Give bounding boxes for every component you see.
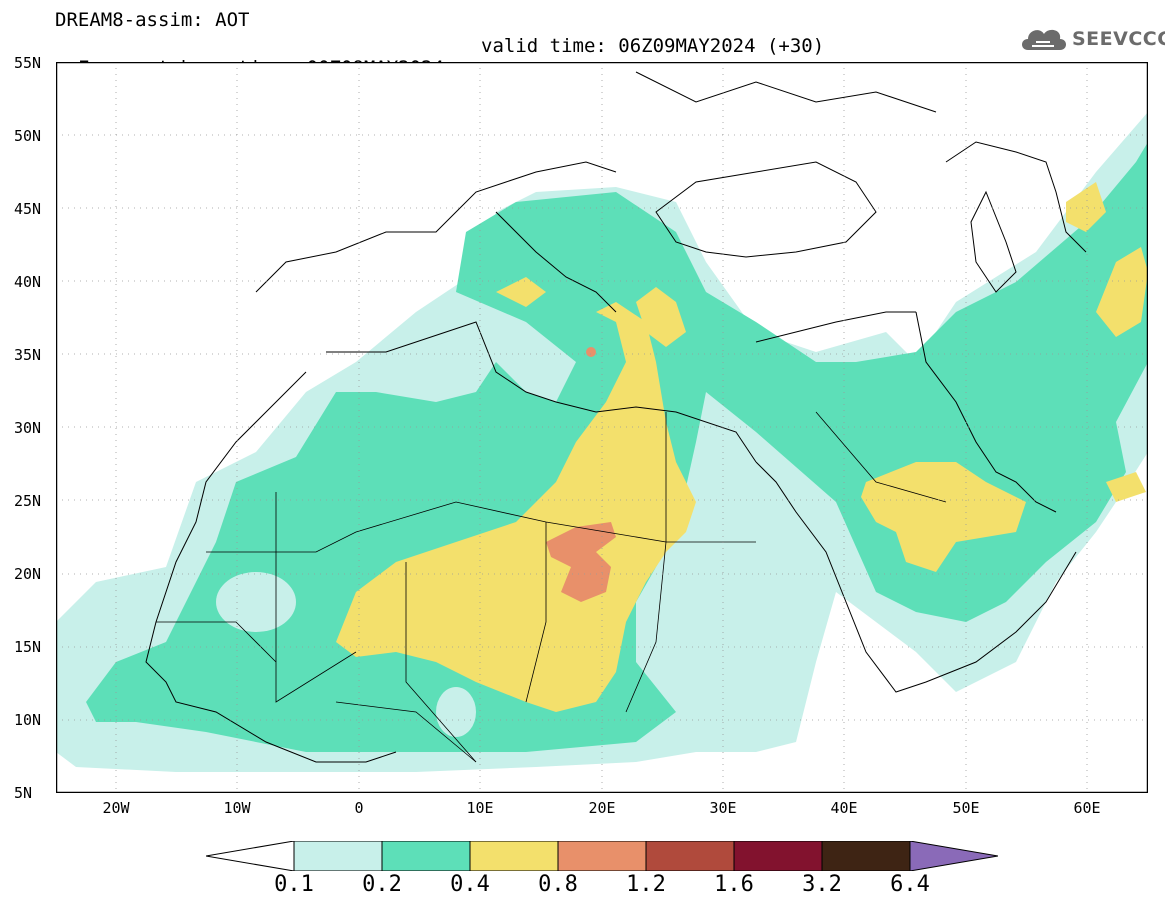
colorbar-bin (645, 841, 735, 871)
map-border (56, 62, 1148, 793)
colorbar-bin (381, 841, 471, 871)
colorbar-bin (821, 841, 911, 871)
cloud-icon (1022, 29, 1066, 50)
lon-label: 60E (1073, 799, 1101, 817)
lat-label: 30N (14, 419, 42, 437)
colorbar-label: 0.8 (538, 872, 578, 897)
colorbar-label: 0.4 (450, 872, 490, 897)
colorbar-bin (293, 841, 383, 871)
lat-label: 50N (14, 127, 42, 145)
lat-label: 15N (14, 638, 42, 656)
lon-label: 0 (354, 799, 364, 817)
graticule (56, 62, 1148, 793)
colorbar-bin-low (206, 841, 295, 871)
valid-time: valid time: 06Z09MAY2024 (+30) (481, 35, 825, 57)
colorbar-label: 0.2 (362, 872, 402, 897)
seevccc-logo: SEEVCCC (1018, 22, 1165, 58)
lon-label: 50E (952, 799, 980, 817)
chart-title: DREAM8-assim: AOT (55, 9, 250, 31)
logo-text: SEEVCCC (1072, 28, 1165, 50)
lon-label: 20W (102, 799, 130, 817)
borders (156, 411, 947, 763)
colorbar-bin (733, 841, 823, 871)
coastlines (145, 71, 1087, 763)
colorbar-label: 1.6 (714, 872, 754, 897)
colorbar (206, 841, 998, 871)
lat-label: 20N (14, 565, 42, 583)
colorbar-label: 0.1 (274, 872, 314, 897)
lat-label: 25N (14, 492, 42, 510)
lat-label: 40N (14, 273, 42, 291)
lon-label: 20E (588, 799, 616, 817)
colorbar-label: 3.2 (802, 872, 842, 897)
lon-label: 10W (223, 799, 251, 817)
colorbar-bin (469, 841, 559, 871)
lon-label: 40E (830, 799, 858, 817)
lon-label: 10E (466, 799, 494, 817)
aot-contour-0.8 (546, 347, 616, 602)
colorbar-bin-high (909, 841, 998, 871)
colorbar-bin (557, 841, 647, 871)
lon-label: 30E (709, 799, 737, 817)
colorbar-label: 6.4 (890, 872, 930, 897)
lat-label: 5N (14, 784, 33, 802)
lat-label: 55N (14, 54, 42, 72)
colorbar-label: 1.2 (626, 872, 666, 897)
lat-label: 45N (14, 200, 42, 218)
lat-label: 35N (14, 346, 42, 364)
lat-label: 10N (14, 711, 42, 729)
aot-map (56, 62, 1148, 793)
